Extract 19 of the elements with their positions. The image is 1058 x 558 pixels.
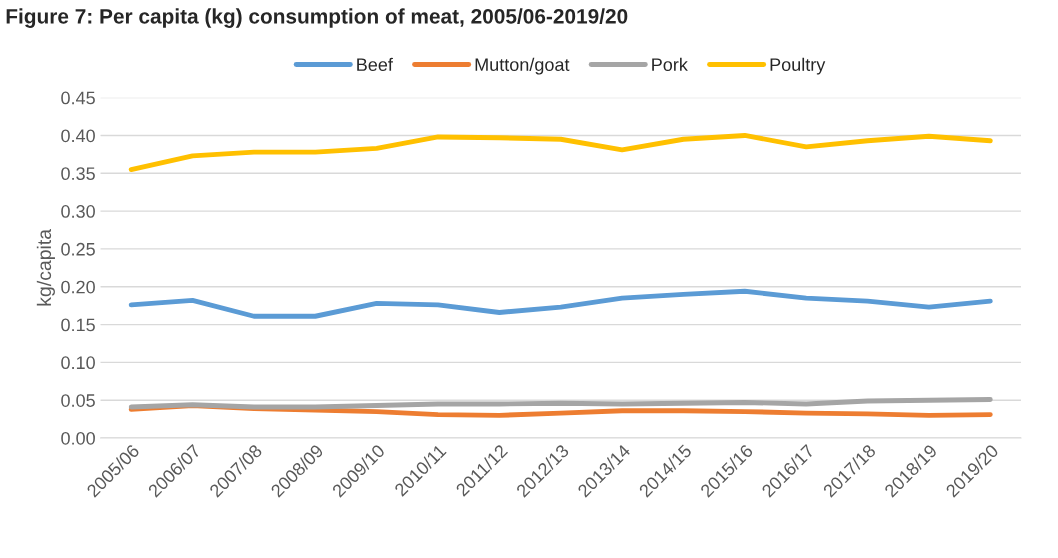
- y-axis-title: kg/capita: [36, 228, 55, 306]
- chart-title: Figure 7: Per capita (kg) consumption of meat, 2005/06-2019/20: [6, 8, 628, 28]
- legend-label: Mutton/goat: [475, 57, 570, 75]
- line-series: [128, 133, 993, 172]
- y-tick-label: 0.05: [61, 394, 95, 407]
- y-tick-label: 0.40: [61, 129, 95, 143]
- y-tick-label: 0.10: [61, 356, 95, 370]
- y-tick-label: 0.30: [61, 205, 95, 218]
- line-series: [128, 397, 993, 410]
- y-tick-label: 0.45: [61, 91, 95, 105]
- legend-label: Poultry: [770, 57, 826, 75]
- y-tick-label: 0.25: [61, 242, 95, 256]
- line-series: [128, 288, 993, 319]
- y-tick-label: 0.00: [61, 431, 95, 445]
- legend-label: Pork: [652, 57, 688, 72]
- y-tick-label: 0.20: [61, 280, 95, 294]
- y-tick-label: 0.15: [61, 318, 95, 332]
- y-tick-label: 0.35: [61, 167, 95, 181]
- legend-label: Beef: [357, 57, 393, 72]
